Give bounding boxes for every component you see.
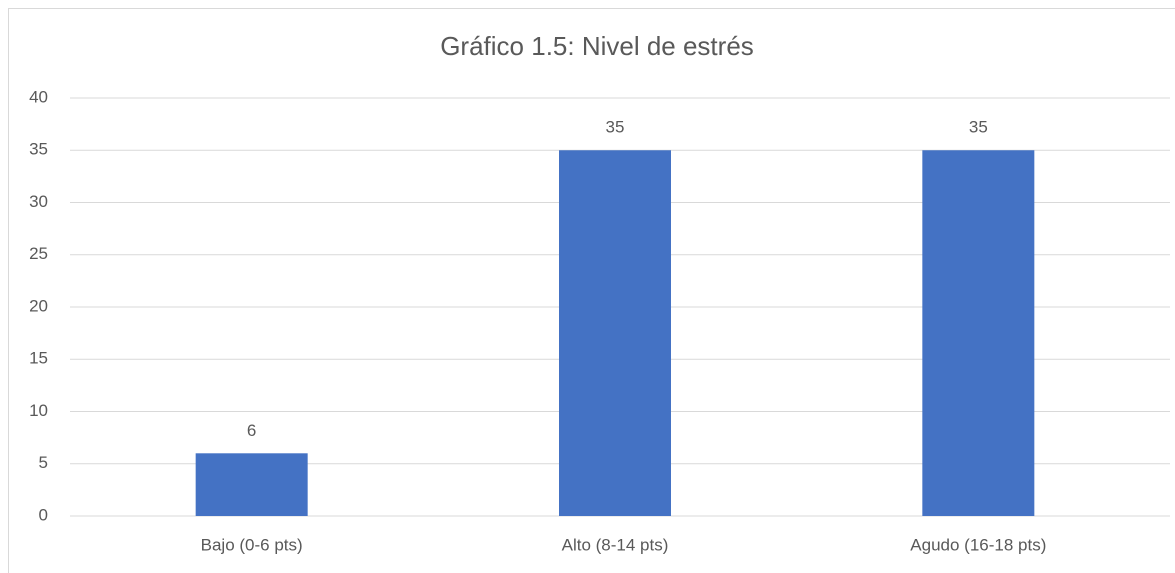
bar	[195, 453, 308, 516]
bar	[922, 150, 1035, 516]
y-tick-label: 5	[39, 453, 48, 472]
x-tick-label: Agudo (16-18 pts)	[910, 535, 1046, 554]
y-tick-label: 0	[39, 505, 48, 524]
data-label: 35	[606, 118, 625, 137]
y-tick-label: 40	[29, 87, 48, 106]
bar	[559, 150, 671, 516]
x-tick-label: Bajo (0-6 pts)	[201, 535, 303, 554]
data-label: 35	[969, 118, 988, 137]
y-tick-label: 30	[29, 192, 48, 211]
chart-title: Gráfico 1.5: Nivel de estrés	[440, 31, 754, 61]
y-tick-label: 25	[29, 244, 48, 263]
x-tick-label: Alto (8-14 pts)	[562, 535, 669, 554]
data-label: 6	[247, 421, 256, 440]
y-tick-label: 10	[29, 401, 48, 420]
y-tick-label: 20	[29, 296, 48, 315]
y-tick-label: 35	[29, 140, 48, 159]
y-tick-label: 15	[29, 349, 48, 368]
